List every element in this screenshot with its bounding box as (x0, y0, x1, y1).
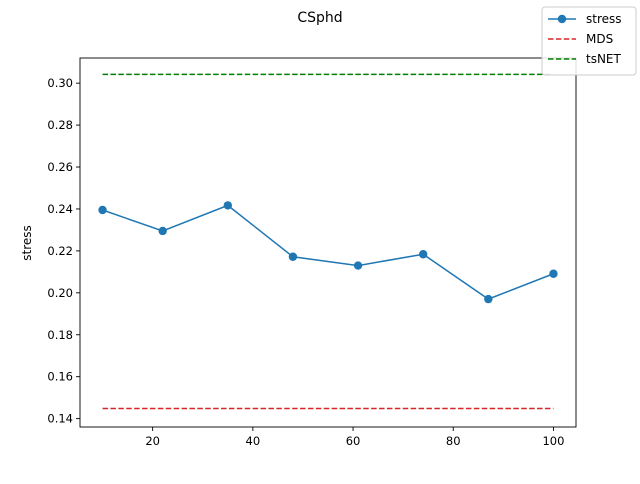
series-line-stress (102, 204, 554, 300)
x-tick-label: 60 (346, 434, 361, 448)
data-point (484, 294, 493, 304)
data-point (223, 201, 232, 210)
axes-layer: 20 40 60 80 100 0.14 0.16 0.18 0.20 0.22 0.24 0.26 0… (47, 57, 577, 448)
series-layer (98, 73, 558, 410)
y-tick-label: 0.24 (47, 202, 73, 216)
legend-marker (557, 14, 567, 24)
x-tick-label: 20 (145, 434, 160, 448)
plot-area (80, 58, 576, 427)
data-point (549, 269, 558, 278)
y-tick-label: 0.22 (47, 244, 73, 258)
y-tick-label: 0.18 (47, 328, 73, 342)
y-axis-label: stress (20, 225, 34, 261)
legend: stress MDS tsNET (541, 6, 637, 76)
data-point (98, 205, 107, 215)
y-tick-label: 0.30 (47, 76, 73, 90)
data-point (353, 261, 363, 270)
y-tick-label: 0.20 (47, 286, 73, 300)
legend-label: stress (586, 12, 622, 26)
axes-frame (79, 57, 577, 428)
y-tick-label: 0.14 (47, 412, 73, 426)
x-tick-label: 40 (246, 434, 261, 448)
data-point (158, 226, 167, 236)
legend-box (541, 6, 637, 76)
legend-label: MDS (586, 32, 613, 46)
legend-label: tsNET (586, 52, 622, 66)
data-point (418, 250, 428, 259)
x-tick-label: 80 (446, 434, 461, 448)
y-tick-label: 0.26 (47, 160, 73, 174)
data-point (288, 252, 298, 261)
chart-title: CSphd (297, 10, 342, 26)
x-tick-label: 100 (542, 434, 564, 448)
y-tick-label: 0.28 (47, 118, 73, 132)
y-tick-label: 0.16 (47, 370, 73, 384)
